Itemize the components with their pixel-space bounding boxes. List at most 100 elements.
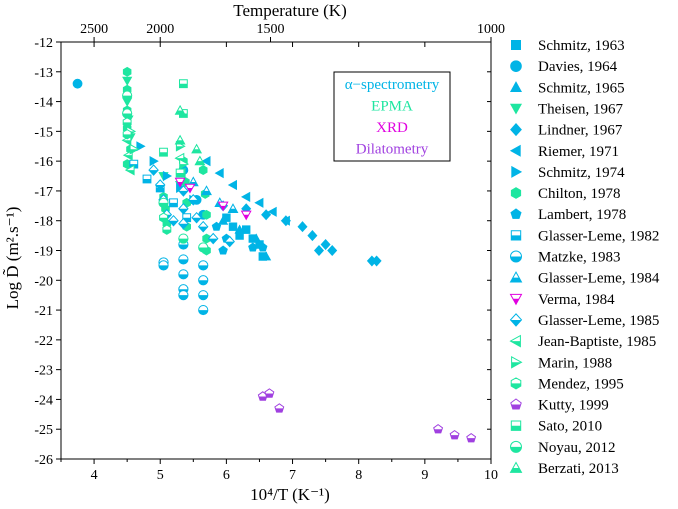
legend-marker bbox=[510, 230, 522, 241]
x-tick-label: 10 bbox=[484, 468, 498, 483]
legend-label: Schmitz, 1963 bbox=[538, 38, 625, 54]
legend-label: Schmitz, 1965 bbox=[538, 80, 625, 96]
data-point bbox=[224, 235, 235, 248]
y-tick-label: -23 bbox=[34, 364, 53, 379]
data-point bbox=[142, 174, 152, 184]
data-point bbox=[198, 165, 208, 176]
legend-label: Theisen, 1967 bbox=[538, 101, 623, 117]
data-point bbox=[240, 191, 251, 203]
data-point bbox=[198, 290, 209, 301]
legend-item: Jean-Baptiste, 1985 bbox=[509, 334, 656, 350]
legend-marker bbox=[510, 398, 522, 410]
y-tick-label: -14 bbox=[34, 96, 53, 111]
data-point bbox=[198, 242, 209, 253]
top-tick-label: 1500 bbox=[256, 22, 284, 37]
data-point bbox=[122, 76, 133, 86]
legend-marker bbox=[511, 355, 523, 369]
y-tick-label: -18 bbox=[34, 215, 53, 230]
data-point bbox=[320, 239, 331, 251]
technique-label: XRD bbox=[376, 120, 408, 136]
legend-item: Glasser-Leme, 1982 bbox=[510, 228, 659, 244]
legend-marker bbox=[509, 81, 523, 92]
data-point bbox=[179, 79, 188, 89]
y-tick-label: -21 bbox=[34, 304, 53, 319]
legend-marker bbox=[510, 208, 522, 219]
data-point bbox=[466, 432, 477, 443]
data-point bbox=[307, 230, 318, 242]
data-point bbox=[248, 242, 258, 252]
data-point bbox=[449, 429, 460, 440]
data-point bbox=[201, 155, 211, 167]
technique-legend-frame bbox=[333, 71, 451, 162]
x-axis-label: 10⁴/T (K⁻¹) bbox=[250, 485, 330, 504]
data-point bbox=[198, 260, 209, 271]
legend-label: Noyau, 2012 bbox=[538, 440, 616, 456]
legend-label: Schmitz, 1974 bbox=[538, 165, 625, 181]
y-tick-label: -26 bbox=[34, 453, 53, 468]
data-point bbox=[274, 403, 285, 413]
series-19 bbox=[122, 90, 209, 253]
data-point bbox=[168, 214, 179, 227]
data-point bbox=[122, 66, 132, 77]
data-point bbox=[261, 209, 272, 221]
data-point bbox=[202, 209, 211, 220]
data-point bbox=[207, 232, 219, 245]
legend-item: Berzati, 2013 bbox=[509, 461, 619, 477]
data-point bbox=[327, 244, 338, 257]
data-point bbox=[251, 233, 262, 243]
technique-legend: α−spectrometry EPMA XRD Dilatometry bbox=[333, 71, 451, 162]
legend-item: Sato, 2010 bbox=[510, 419, 602, 435]
series-11 bbox=[187, 176, 239, 213]
legend-marker bbox=[509, 144, 521, 157]
legend-marker bbox=[509, 313, 523, 327]
legend-label: Riemer, 1971 bbox=[538, 144, 619, 160]
legend-item: Verma, 1984 bbox=[509, 292, 615, 308]
data-point bbox=[258, 242, 268, 252]
legend-item: Theisen, 1967 bbox=[509, 101, 623, 117]
x-tick-label: 9 bbox=[421, 468, 428, 483]
data-point bbox=[260, 251, 272, 261]
data-point bbox=[234, 224, 245, 234]
data-point bbox=[264, 388, 275, 398]
technique-label: EPMA bbox=[371, 99, 413, 115]
legend-marker bbox=[509, 271, 523, 283]
data-point bbox=[122, 117, 132, 128]
series-2 bbox=[217, 215, 272, 261]
data-point bbox=[178, 233, 189, 244]
data-point bbox=[169, 198, 178, 208]
legend-label: Glasser-Leme, 1985 bbox=[538, 313, 659, 329]
legend-item: Riemer, 1971 bbox=[509, 144, 619, 160]
data-point bbox=[228, 222, 238, 231]
y-tick-label: -17 bbox=[34, 185, 53, 200]
legend-marker bbox=[510, 187, 522, 199]
y-tick-label: -22 bbox=[34, 334, 53, 349]
series-17 bbox=[257, 388, 477, 443]
data-point bbox=[159, 147, 168, 157]
legend-marker bbox=[510, 123, 522, 137]
top-tick-label: 1000 bbox=[477, 22, 505, 37]
legend-item: Noyau, 2012 bbox=[509, 440, 616, 456]
legend-marker bbox=[509, 103, 523, 115]
data-point bbox=[211, 221, 222, 231]
legend-marker bbox=[511, 165, 523, 178]
series-1 bbox=[72, 78, 209, 220]
legend-marker bbox=[511, 40, 521, 50]
legend-label: Glasser-Leme, 1982 bbox=[538, 228, 659, 244]
data-point bbox=[174, 104, 186, 115]
data-point bbox=[158, 197, 169, 208]
data-point bbox=[267, 206, 277, 217]
data-point bbox=[280, 215, 290, 226]
data-points bbox=[72, 66, 477, 443]
legend-label: Glasser-Leme, 1984 bbox=[538, 271, 660, 287]
legend-marker bbox=[510, 377, 522, 390]
data-point bbox=[178, 254, 189, 265]
legend-label: Verma, 1984 bbox=[538, 292, 615, 308]
data-point bbox=[175, 168, 185, 178]
axis-labels: 10⁴/T (K⁻¹) Temperature (K) Log D̃ (m².s… bbox=[3, 1, 347, 504]
y-tick-label: -20 bbox=[34, 274, 53, 289]
data-point bbox=[178, 202, 189, 215]
legend-item: Mendez, 1995 bbox=[510, 376, 624, 392]
x-tick-label: 5 bbox=[157, 468, 164, 483]
legend-item: Schmitz, 1974 bbox=[511, 165, 625, 181]
legend-marker bbox=[510, 60, 522, 72]
